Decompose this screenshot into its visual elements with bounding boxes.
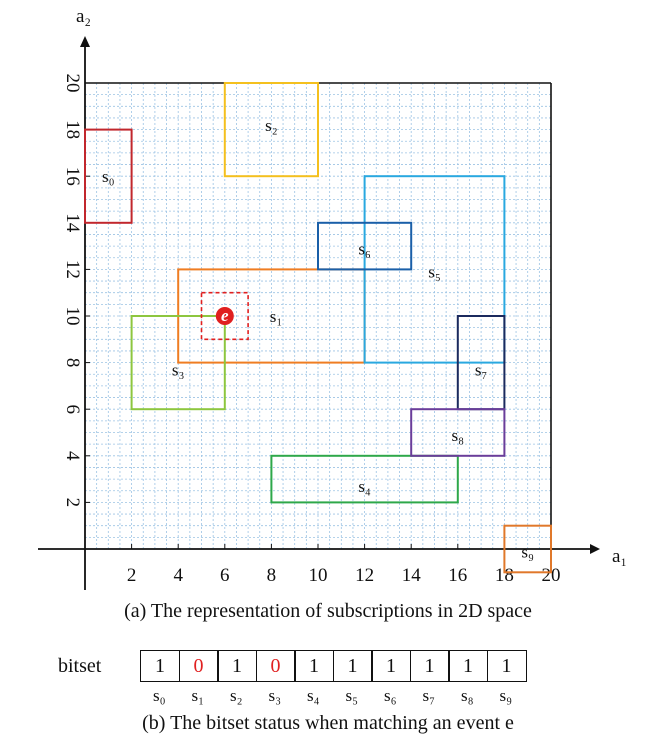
bitset-cell: 1 xyxy=(217,650,257,682)
subscription-label: s₀ xyxy=(102,167,115,186)
bitset-index-label: s₃ xyxy=(268,686,282,705)
bitset-index-label: s₀ xyxy=(152,686,166,705)
y-tick-label: 4 xyxy=(62,451,83,461)
bitset-labels: s₀ s₁ s₂ s₃ s₄ s₅ s₆ s₇ s₈ s₉ xyxy=(140,686,525,706)
y-tick-label: 16 xyxy=(62,167,83,186)
subscription-label: s₂ xyxy=(265,116,278,135)
y-tick-label: 14 xyxy=(62,213,83,233)
x-tick-label: 20 xyxy=(542,565,561,586)
subscription-s9: s₉ xyxy=(503,524,552,574)
y-tick-label: 20 xyxy=(62,74,83,93)
bitset-cell: 1 xyxy=(448,650,488,682)
subscription-label: s₆ xyxy=(358,239,371,258)
bitset-cell: 1 xyxy=(409,650,450,682)
x-tick-label: 18 xyxy=(495,565,514,586)
bitset-cell: 0 xyxy=(255,650,296,682)
x-tick-label: 16 xyxy=(448,565,467,586)
y-tick-label: 12 xyxy=(62,260,83,279)
event-label: e xyxy=(221,306,229,325)
bitset-cell: 0 xyxy=(178,650,219,682)
event-dot xyxy=(215,307,234,325)
x-axis-arrow-icon xyxy=(590,544,600,554)
subscription-s3: s₃ xyxy=(130,315,226,411)
bitset-cell: 1 xyxy=(486,650,527,682)
bitset-index-label: s₂ xyxy=(229,686,243,705)
subscription-label: s₁ xyxy=(270,307,283,326)
bitset-index-label: s₆ xyxy=(383,686,397,705)
y-axis-arrow-icon xyxy=(80,36,90,47)
subscription-rect xyxy=(130,315,226,411)
caption-a: (a) The representation of subscriptions … xyxy=(124,600,532,622)
bitset-index-label: s₈ xyxy=(460,686,474,705)
x-tick-label: 14 xyxy=(402,565,422,586)
bitset-cell: 1 xyxy=(332,650,373,682)
y-tick-label: 8 xyxy=(62,358,83,368)
y-tick-label: 2 xyxy=(62,498,83,508)
bitset-index-label: s₄ xyxy=(306,686,320,705)
x-tick-label: 12 xyxy=(355,565,374,586)
subscription-rect xyxy=(317,221,413,271)
x-tick-label: 10 xyxy=(309,565,328,586)
bitset-cell: 1 xyxy=(294,650,334,682)
subscription-space-diagram: a₁ a₂ 2 4 6 8 10 12 14 16 18 20 2 4 6 8 10 12 14 16 18 20 s₀ s₁… xyxy=(38,6,627,590)
subscription-label: s₄ xyxy=(358,477,371,496)
subscription-label: s₃ xyxy=(172,361,185,380)
subscription-s4: s₄ xyxy=(270,454,459,504)
bitset-title: bitset xyxy=(58,654,102,677)
subscription-rect xyxy=(84,128,133,224)
caption-b: (b) The bitset status when matching an e… xyxy=(142,712,514,734)
subscription-rect xyxy=(410,408,506,457)
event-range-box xyxy=(200,291,249,341)
subscription-s2: s₂ xyxy=(223,82,319,178)
bitset-cell: 1 xyxy=(371,650,411,682)
bitset-index-label: s₉ xyxy=(499,686,513,705)
subscription-rect xyxy=(223,82,319,178)
bitset-index-label: s₁ xyxy=(191,686,205,705)
subscription-label: s₇ xyxy=(475,361,488,380)
y-tick-label: 18 xyxy=(62,120,83,139)
x-tick-label: 2 xyxy=(127,565,137,586)
x-axis-label: a₁ xyxy=(612,546,627,567)
y-tick-label: 6 xyxy=(62,404,83,414)
subscription-label: s₈ xyxy=(452,426,465,445)
y-axis-label: a₂ xyxy=(76,6,91,27)
subscription-label: s₉ xyxy=(521,542,534,561)
bitset-index-label: s₇ xyxy=(422,686,436,705)
subscription-rect xyxy=(270,454,459,504)
bitset-cell: 1 xyxy=(140,650,180,682)
subscription-s8: s₈ xyxy=(410,408,506,457)
bitset-index-label: s₅ xyxy=(345,686,359,705)
x-tick-label: 6 xyxy=(220,565,230,586)
subscription-s6: s₆ xyxy=(317,221,413,271)
x-tick-label: 8 xyxy=(267,565,277,586)
subscription-s0: s₀ xyxy=(84,128,133,224)
x-tick-label: 4 xyxy=(173,565,183,586)
y-tick-label: 10 xyxy=(62,307,83,326)
subscription-label: s₅ xyxy=(428,263,441,282)
subscription-rect xyxy=(503,524,552,574)
